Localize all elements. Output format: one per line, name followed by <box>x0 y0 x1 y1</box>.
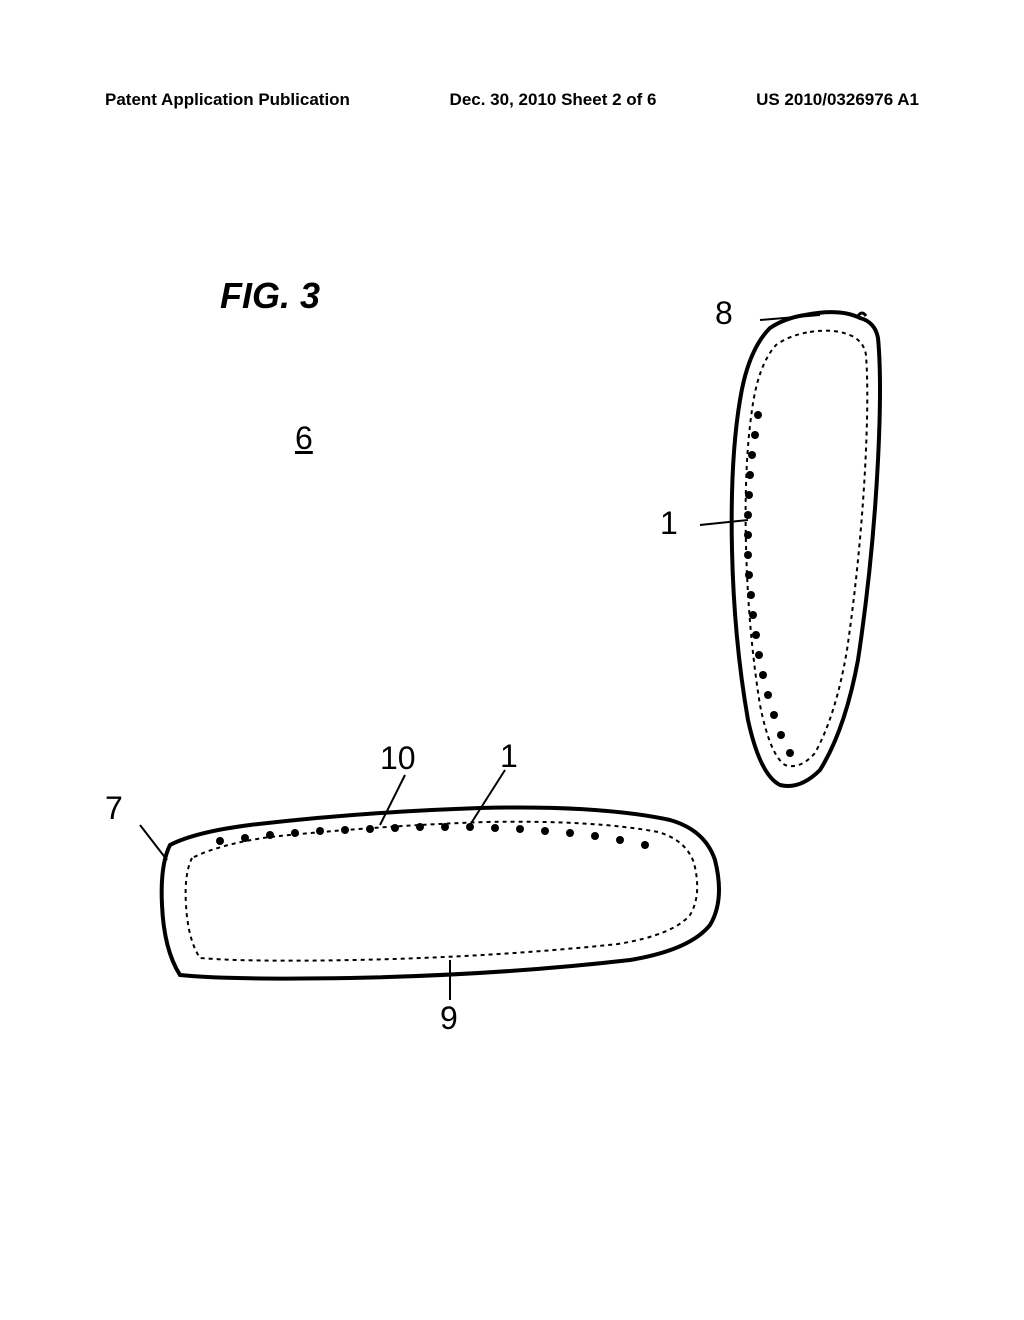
dots-upper-shape <box>744 411 794 757</box>
ref-num-1-lower: 1 <box>500 738 518 775</box>
leadline-7 <box>140 825 167 860</box>
header-publication: Patent Application Publication <box>105 90 350 110</box>
patent-drawing: 6 8 1 10 1 7 9 <box>100 260 940 1060</box>
notch-upper <box>858 313 866 316</box>
leadline-1-lower <box>470 770 505 825</box>
ref-num-1-upper: 1 <box>660 505 678 542</box>
ref-num-10: 10 <box>380 740 416 777</box>
leadline-10 <box>380 775 405 825</box>
header-patent-number: US 2010/0326976 A1 <box>756 90 919 110</box>
drawing-svg <box>100 260 940 1060</box>
header-date-sheet: Dec. 30, 2010 Sheet 2 of 6 <box>450 90 657 110</box>
ref-num-6: 6 <box>295 420 313 457</box>
shape-8-outer <box>732 312 880 786</box>
shape-7-outer <box>162 808 719 979</box>
ref-num-8: 8 <box>715 295 733 332</box>
ref-num-9: 9 <box>440 1000 458 1037</box>
ref-num-7: 7 <box>105 790 123 827</box>
patent-header: Patent Application Publication Dec. 30, … <box>0 90 1024 110</box>
leadline-1-upper <box>700 520 748 525</box>
